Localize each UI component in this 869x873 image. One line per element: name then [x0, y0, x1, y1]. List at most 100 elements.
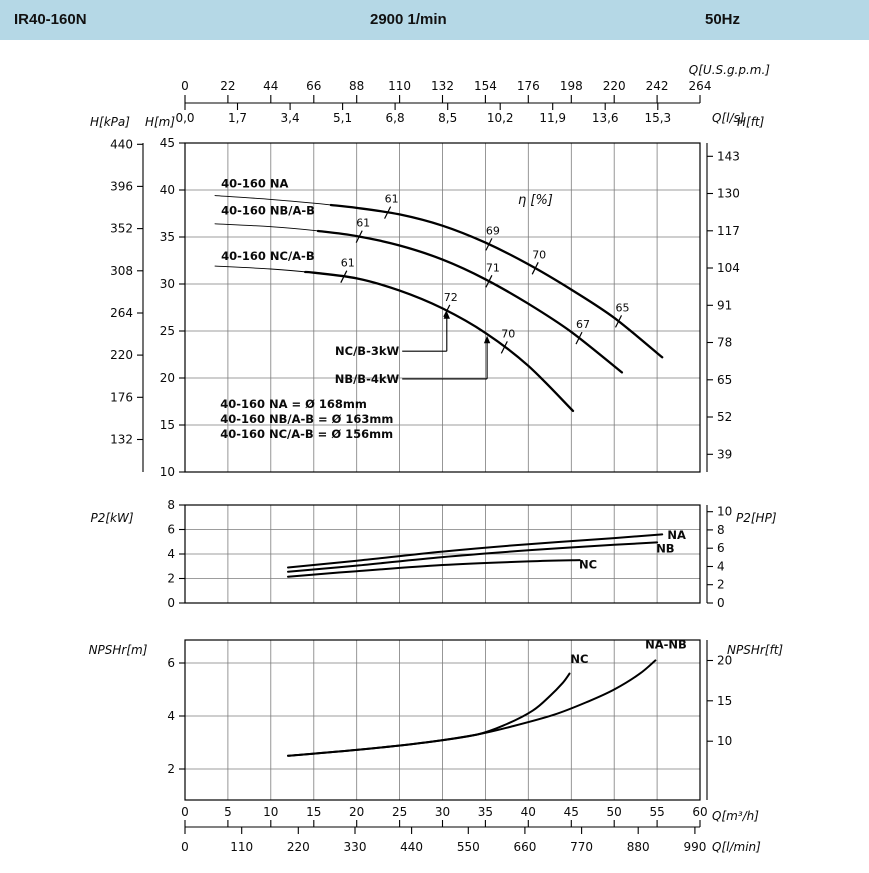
power-split-label: NC/B-3kW: [335, 344, 399, 358]
npshr-curve-NC: [287, 672, 571, 757]
m3h-label: 30: [435, 805, 450, 819]
m3h-label: 10: [263, 805, 278, 819]
efficiency-tick: [531, 262, 539, 275]
ls-label: 3,4: [281, 111, 300, 125]
head-curve-label: 40-160 NA: [221, 176, 288, 190]
efficiency-value: 71: [486, 261, 500, 274]
kpa-label: 352: [110, 222, 133, 236]
m3h-label: 5: [224, 805, 232, 819]
p2kw-label: 4: [167, 547, 175, 561]
kpa-label: 132: [110, 433, 133, 447]
header-bar: IR40-160N 2900 1/min 50Hz: [0, 0, 869, 40]
p2hp-label: 4: [717, 560, 725, 574]
efficiency-value: 67: [576, 318, 590, 331]
ls-label: 11,9: [539, 111, 566, 125]
impeller-diameter-note: 40-160 NC/A-B = Ø 156mm: [220, 427, 393, 441]
ft-label: 91: [717, 298, 732, 312]
ls-label: 13,6: [592, 111, 619, 125]
ft-label: 104: [717, 261, 740, 275]
head-chart-border: [184, 142, 701, 473]
efficiency-tick: [340, 270, 348, 283]
head-curve-2: [304, 270, 575, 413]
ls-label: 8,5: [438, 111, 457, 125]
lmin-label: 660: [513, 840, 536, 854]
m3h-label: 25: [392, 805, 407, 819]
head-m-label: 35: [160, 230, 175, 244]
kpa-label: 264: [110, 306, 133, 320]
ft-label: 65: [717, 373, 732, 387]
power-curve-NC: [287, 559, 581, 578]
efficiency-value: 61: [341, 257, 355, 270]
efficiency-value: 70: [532, 248, 546, 261]
kpa-axis-title: H[kPa]: [90, 115, 130, 129]
usgpm-label: 242: [646, 79, 669, 93]
ls-label: 6,8: [386, 111, 405, 125]
m3h-label: 50: [607, 805, 622, 819]
npshr-ft-label: 15: [717, 694, 732, 708]
ft-label: 78: [717, 336, 732, 350]
line-frequency: 50Hz: [705, 11, 741, 28]
usgpm-label: 132: [431, 79, 454, 93]
pump-model: IR40-160N: [14, 11, 87, 28]
p2hp-label: 8: [717, 523, 725, 537]
head-m-label: 40: [160, 183, 175, 197]
head-curve-label: 40-160 NC/A-B: [221, 249, 315, 263]
npshr-curve-label: NC: [570, 652, 588, 666]
m3h-label: 45: [564, 805, 579, 819]
p2hp-axis-title: P2[HP]: [736, 511, 777, 525]
usgpm-label: 110: [388, 79, 411, 93]
lmin-label: 110: [230, 840, 253, 854]
npshr-ft-label: 20: [717, 654, 732, 668]
lmin-axis-title: Q[l/min]: [712, 840, 761, 854]
usgpm-label: 88: [349, 79, 364, 93]
m3h-label: 60: [692, 805, 707, 819]
efficiency-value: 72: [444, 291, 458, 304]
efficiency-value: 65: [616, 301, 630, 314]
ls-label: 0,0: [175, 111, 194, 125]
head-m-label: 30: [160, 277, 175, 291]
efficiency-tick: [384, 206, 392, 219]
p2hp-label: 10: [717, 505, 732, 519]
power-split-label: NB/B-4kW: [335, 372, 400, 386]
efficiency-tick: [485, 238, 493, 251]
usgpm-label: 0: [181, 79, 189, 93]
p2hp-label: 0: [717, 596, 725, 610]
usgpm-label: 198: [560, 79, 583, 93]
head-m-label: 45: [160, 136, 175, 150]
power-curve-label: NB: [656, 542, 674, 556]
lmin-label: 220: [287, 840, 310, 854]
ft-axis-title: H[ft]: [737, 115, 765, 129]
npshr-chart-border: [184, 639, 701, 801]
ls-label: 15,3: [644, 111, 671, 125]
efficiency-value: 70: [501, 327, 515, 340]
usgpm-axis-title: Q[U.S.g.p.m.]: [689, 63, 771, 77]
lmin-label: 330: [344, 840, 367, 854]
lmin-label: 0: [181, 840, 189, 854]
npshr-m-label: 2: [167, 762, 175, 776]
kpa-label: 440: [110, 137, 133, 151]
m-axis-title: H[m]: [145, 115, 175, 129]
npshr-m-axis-title: NPSHr[m]: [89, 643, 148, 657]
m3h-label: 35: [478, 805, 493, 819]
p2kw-axis-title: P2[kW]: [90, 511, 133, 525]
efficiency-tick: [485, 275, 493, 288]
p2kw-label: 6: [167, 523, 175, 537]
efficiency-axis-label: η [%]: [518, 193, 553, 208]
efficiency-value: 61: [356, 217, 370, 230]
ls-label: 1,7: [228, 111, 247, 125]
usgpm-label: 22: [220, 79, 235, 93]
usgpm-label: 176: [517, 79, 540, 93]
efficiency-value: 61: [385, 193, 399, 206]
npshr-ft-label: 10: [717, 734, 732, 748]
lmin-label: 440: [400, 840, 423, 854]
pump-speed: 2900 1/min: [370, 11, 447, 28]
usgpm-label: 66: [306, 79, 321, 93]
power-curve-NB: [287, 541, 659, 573]
efficiency-tick: [443, 304, 451, 318]
npshr-curve-NA-NB: [287, 659, 657, 757]
npshr-m-label: 4: [167, 709, 175, 723]
lmin-label: 550: [457, 840, 480, 854]
ls-label: 10,2: [487, 111, 514, 125]
head-m-label: 15: [160, 418, 175, 432]
